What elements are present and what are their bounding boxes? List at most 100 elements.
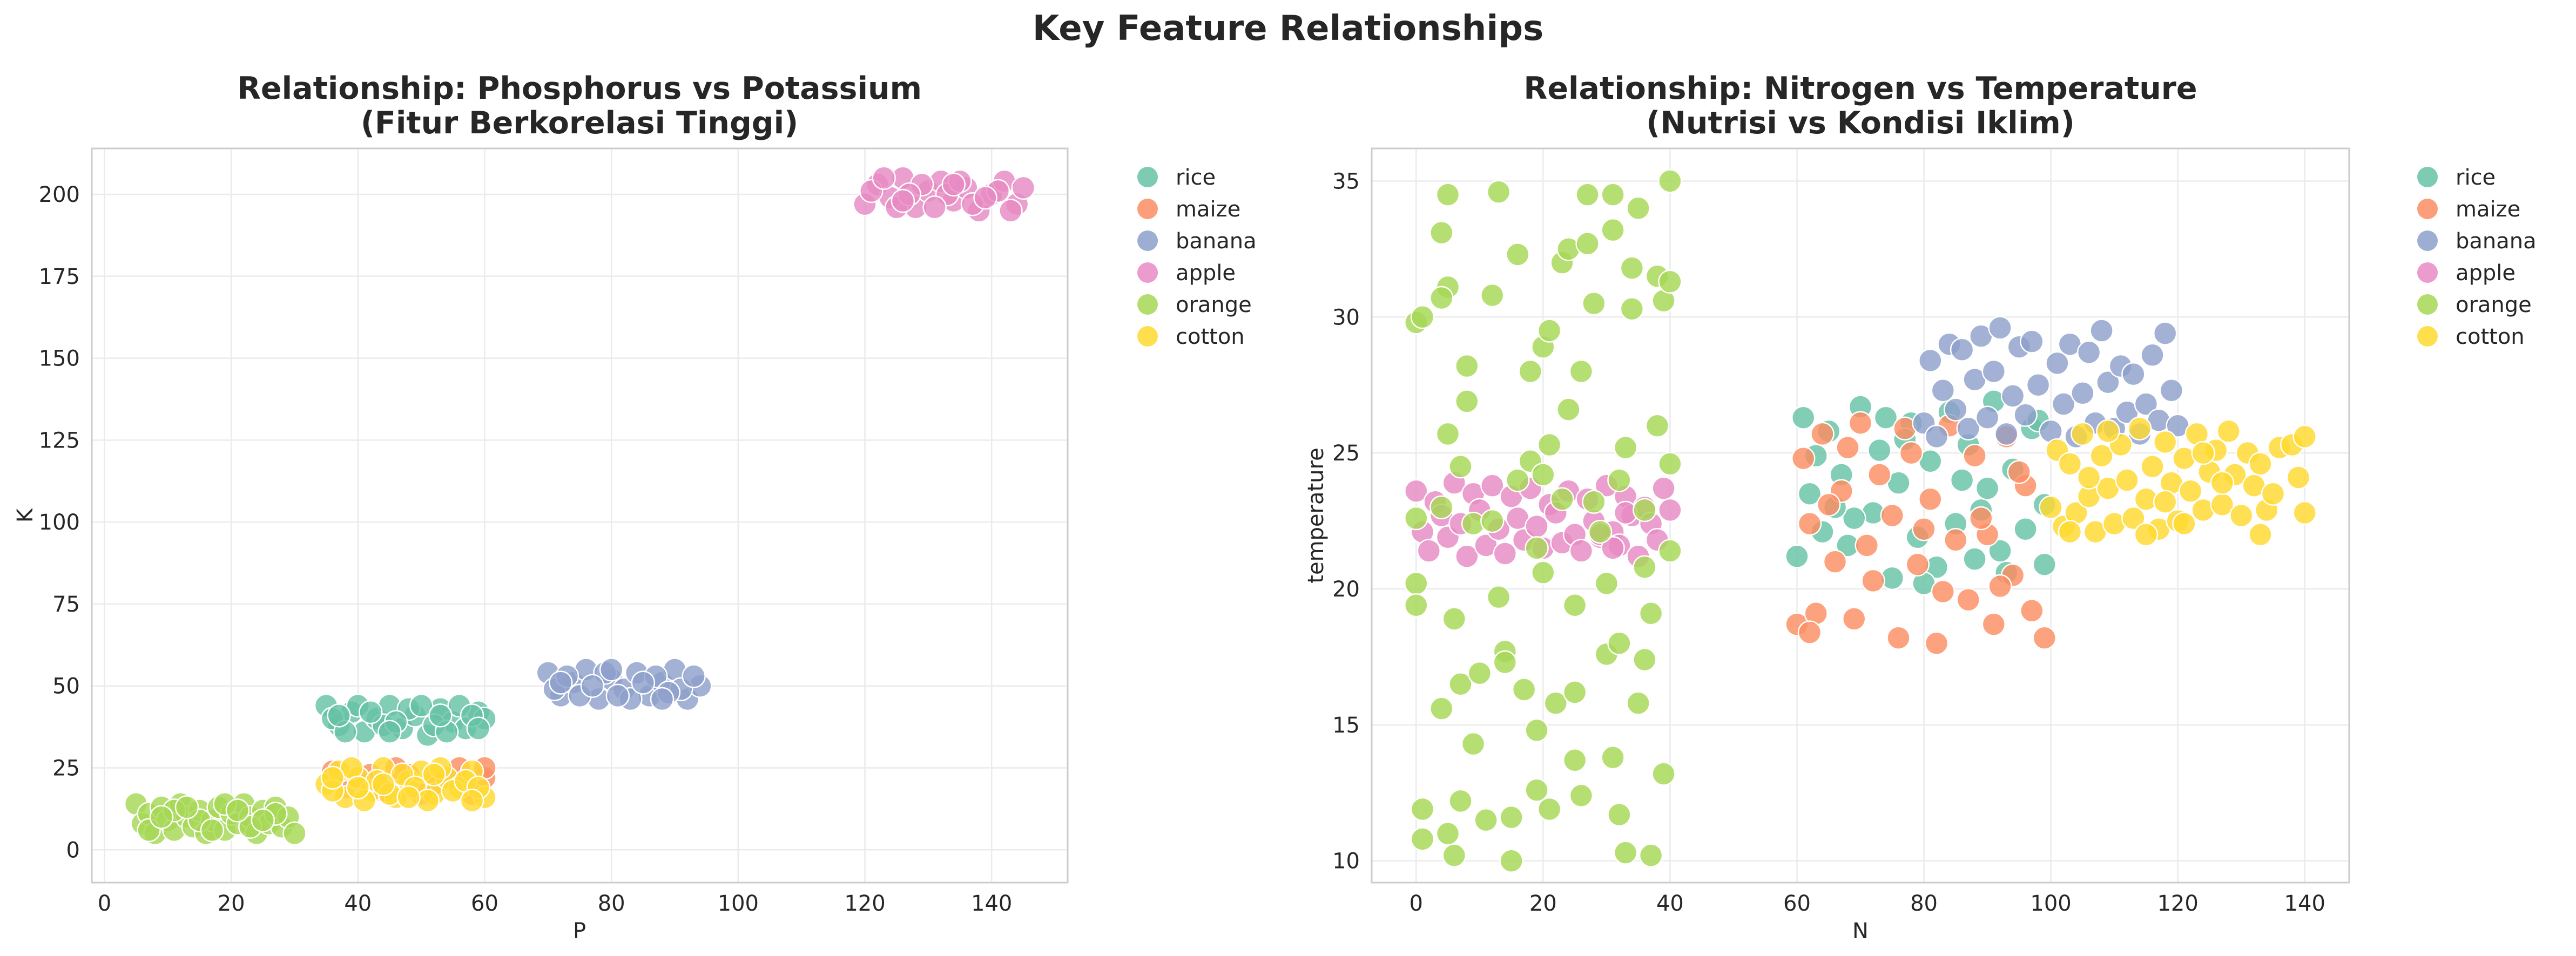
data-point-maize: [1918, 487, 1943, 512]
data-point-orange: [1512, 677, 1536, 702]
data-point-cotton: [2248, 523, 2272, 547]
data-point-banana: [1924, 424, 1949, 449]
data-point-orange: [1442, 843, 1467, 867]
data-point-banana: [650, 687, 675, 711]
x-tick-label: 140: [971, 891, 1012, 916]
data-points: [124, 166, 1036, 846]
data-point-orange: [1429, 696, 1454, 721]
legend-label-maize: maize: [2456, 197, 2520, 222]
data-point-orange: [1525, 778, 1549, 802]
y-tick-label: 75: [52, 592, 80, 617]
data-point-orange: [1410, 305, 1435, 329]
data-point-cotton: [2178, 479, 2203, 503]
data-point-orange: [1410, 797, 1435, 822]
data-point-banana: [599, 657, 624, 682]
data-point-orange: [1651, 762, 1676, 786]
y-axis-label: temperature: [1304, 448, 1329, 583]
data-point-rice: [1791, 405, 1816, 430]
data-point-orange: [1601, 182, 1625, 207]
data-point-orange: [1404, 506, 1428, 531]
data-point-apple: [1525, 514, 1549, 539]
data-point-orange: [1467, 661, 1492, 686]
data-point-cotton: [2216, 419, 2241, 444]
data-point-rice: [1988, 539, 2012, 563]
data-point-cotton: [371, 772, 396, 797]
data-point-cotton: [346, 775, 370, 800]
data-point-banana: [2096, 370, 2120, 395]
data-point-orange: [1404, 593, 1428, 618]
data-point-banana: [1975, 405, 2000, 430]
data-point-orange: [1638, 601, 1663, 626]
data-point-cotton: [460, 788, 484, 813]
data-point-rice: [1975, 476, 2000, 500]
data-point-orange: [1442, 607, 1467, 631]
legend-marker-rice: [1137, 167, 1158, 187]
data-point-banana: [631, 670, 656, 695]
data-point-orange: [1607, 631, 1631, 655]
data-point-orange: [1448, 672, 1473, 696]
data-point-apple: [941, 172, 966, 197]
data-point-maize: [1861, 568, 1885, 593]
y-tick-label: 50: [52, 674, 80, 699]
y-tick-label: 125: [39, 428, 80, 453]
data-point-maize: [1956, 587, 1981, 612]
data-point-orange: [1429, 286, 1454, 310]
data-point-banana: [2045, 351, 2069, 376]
data-point-banana: [549, 670, 573, 695]
x-tick-label: 120: [844, 891, 885, 916]
legend-marker-banana: [2417, 230, 2438, 251]
data-point-orange: [1410, 827, 1435, 851]
data-point-orange: [1525, 718, 1549, 743]
data-point-orange: [1658, 452, 1682, 476]
data-point-cotton: [2153, 430, 2177, 455]
data-point-rice: [1867, 438, 1892, 463]
plot-title: Relationship: Nitrogen vs Temperature: [1523, 71, 2197, 106]
data-point-maize: [1981, 612, 2006, 636]
data-point-orange: [251, 808, 275, 832]
data-point-maize: [1823, 550, 1847, 574]
data-point-maize: [1797, 511, 1822, 536]
data-point-cotton: [2089, 443, 2114, 468]
data-point-banana: [1981, 359, 2006, 384]
y-tick-label: 25: [1332, 441, 1360, 466]
data-point-orange: [1601, 745, 1625, 770]
data-point-apple: [1658, 498, 1682, 523]
data-point-orange: [1531, 560, 1555, 585]
data-point-orange: [1626, 691, 1650, 715]
data-point-cotton: [320, 765, 345, 790]
data-point-orange: [200, 818, 225, 843]
data-point-rice: [2032, 552, 2057, 577]
data-point-maize: [1944, 528, 1968, 552]
data-point-banana: [1956, 416, 1981, 441]
data-point-maize: [2032, 626, 2057, 650]
data-point-orange: [282, 821, 307, 846]
scatter-plot-phosphorus-potassium: 0 20 40 60 80 100 120 140 0 25 50 75 100 125 150 175 20…: [13, 71, 1257, 944]
data-point-maize: [1969, 506, 1993, 531]
data-point-orange: [1633, 555, 1657, 579]
data-point-orange: [1582, 291, 1606, 316]
data-point-maize: [1867, 463, 1892, 487]
data-point-orange: [1607, 802, 1631, 827]
data-point-apple: [1493, 541, 1518, 566]
data-point-orange: [1638, 843, 1663, 867]
legend-marker-apple: [2417, 262, 2438, 283]
y-tick-label: 10: [1332, 849, 1360, 874]
data-point-banana: [2026, 372, 2051, 397]
x-tick-label: 0: [98, 891, 111, 916]
y-tick-label: 150: [39, 347, 80, 371]
x-tick-label: 60: [471, 891, 498, 916]
data-point-orange: [1429, 495, 1454, 520]
data-point-orange: [1429, 220, 1454, 245]
data-point-apple: [1011, 175, 1036, 200]
data-point-orange: [1525, 536, 1549, 560]
data-point-orange: [1550, 487, 1574, 512]
data-point-orange: [1658, 169, 1682, 193]
legend-marker-apple: [1137, 262, 1158, 283]
data-point-banana: [2153, 321, 2177, 345]
data-point-apple: [1651, 476, 1676, 500]
data-point-orange: [1518, 359, 1543, 384]
data-point-orange: [1613, 840, 1638, 865]
data-point-cotton: [2058, 452, 2082, 476]
data-point-cotton: [2121, 506, 2146, 531]
legend-label-banana: banana: [1176, 229, 1257, 254]
